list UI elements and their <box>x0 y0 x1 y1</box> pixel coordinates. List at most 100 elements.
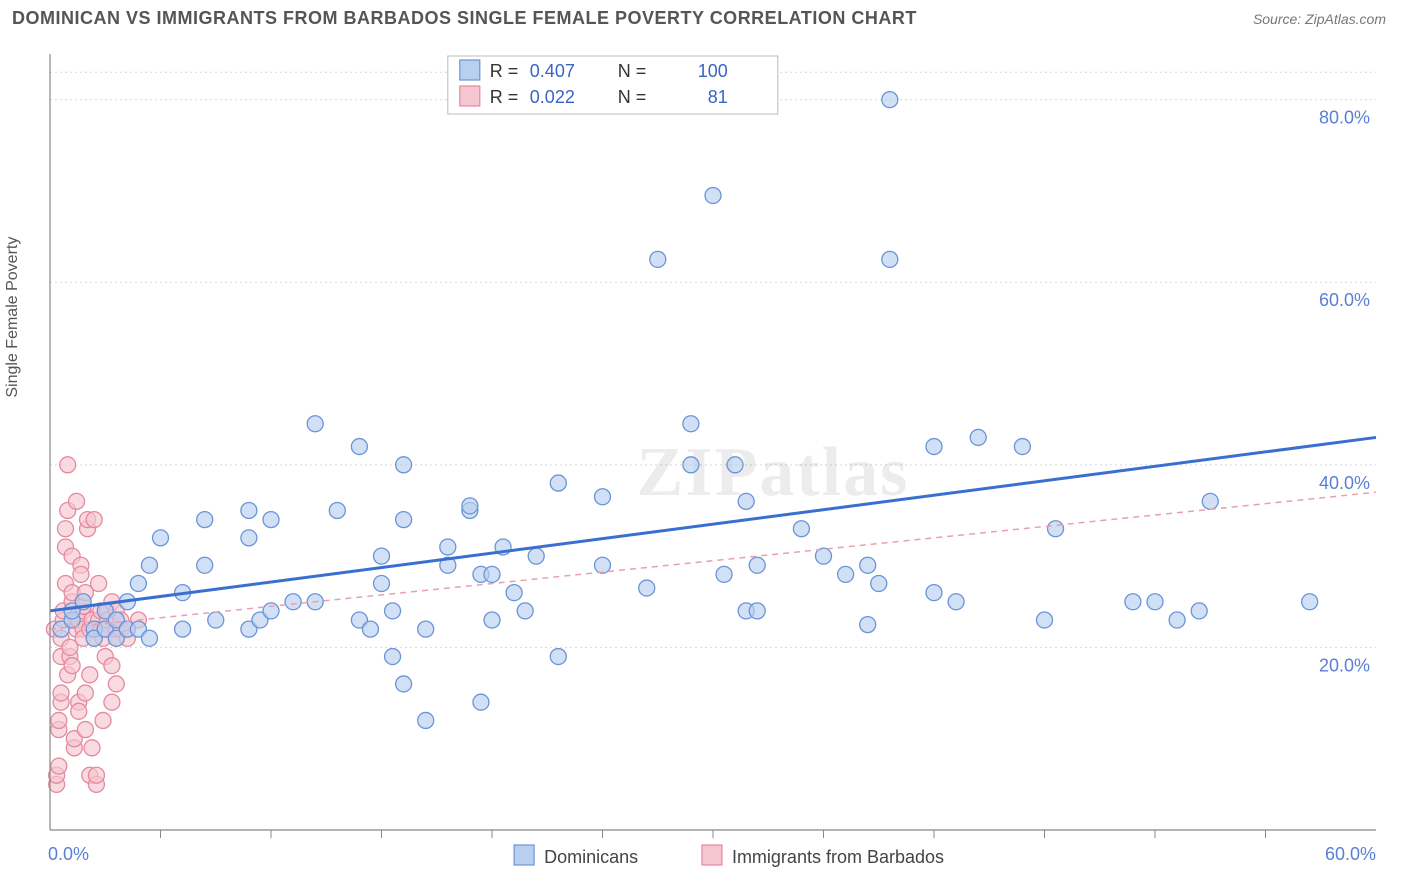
legend-swatch <box>460 86 480 106</box>
data-point <box>51 758 67 774</box>
data-point <box>1191 603 1207 619</box>
data-point <box>77 722 93 738</box>
data-point <box>329 502 345 518</box>
data-point <box>385 603 401 619</box>
legend-series-a: Dominicans <box>544 847 638 867</box>
data-point <box>73 566 89 582</box>
data-point <box>860 557 876 573</box>
data-point <box>749 557 765 573</box>
chart-title: DOMINICAN VS IMMIGRANTS FROM BARBADOS SI… <box>12 8 917 29</box>
data-point <box>1202 493 1218 509</box>
data-point <box>374 576 390 592</box>
y-tick-label: 80.0% <box>1319 108 1370 128</box>
data-point <box>716 566 732 582</box>
legend-swatch <box>514 845 534 865</box>
data-point <box>1048 521 1064 537</box>
data-point <box>970 429 986 445</box>
data-point <box>860 617 876 633</box>
legend-r-value[interactable]: 0.407 <box>530 61 575 81</box>
data-point <box>650 251 666 267</box>
data-point <box>882 251 898 267</box>
scatter-chart: 20.0%40.0%60.0%80.0%ZIPatlas0.0%60.0%R =… <box>12 42 1394 882</box>
data-point <box>53 685 69 701</box>
data-point <box>506 585 522 601</box>
data-point <box>948 594 964 610</box>
data-point <box>882 92 898 108</box>
legend-swatch <box>460 60 480 80</box>
data-point <box>738 493 754 509</box>
header: DOMINICAN VS IMMIGRANTS FROM BARBADOS SI… <box>0 0 1406 33</box>
data-point <box>1125 594 1141 610</box>
data-point <box>440 539 456 555</box>
data-point <box>793 521 809 537</box>
data-point <box>60 457 76 473</box>
data-point <box>683 416 699 432</box>
data-point <box>197 557 213 573</box>
x-tick-label-left: 0.0% <box>48 844 89 864</box>
data-point <box>1169 612 1185 628</box>
data-point <box>130 576 146 592</box>
data-point <box>104 694 120 710</box>
data-point <box>838 566 854 582</box>
data-point <box>1147 594 1163 610</box>
legend-n-value[interactable]: 81 <box>708 87 728 107</box>
data-point <box>95 712 111 728</box>
y-tick-label: 20.0% <box>1319 655 1370 675</box>
data-point <box>1302 594 1318 610</box>
data-point <box>1014 439 1030 455</box>
data-point <box>141 557 157 573</box>
data-point <box>77 685 93 701</box>
legend-swatch <box>702 845 722 865</box>
legend-n-value[interactable]: 100 <box>698 61 728 81</box>
chart-container: Single Female Poverty 20.0%40.0%60.0%80.… <box>12 42 1394 882</box>
x-tick-label-right: 60.0% <box>1325 844 1376 864</box>
data-point <box>307 416 323 432</box>
data-point <box>727 457 743 473</box>
data-point <box>57 521 73 537</box>
data-point <box>683 457 699 473</box>
data-point <box>285 594 301 610</box>
data-point <box>462 498 478 514</box>
data-point <box>51 712 67 728</box>
data-point <box>396 512 412 528</box>
data-point <box>241 530 257 546</box>
watermark: ZIPatlas <box>637 434 910 511</box>
data-point <box>104 658 120 674</box>
data-point <box>108 676 124 692</box>
data-point <box>84 740 100 756</box>
data-point <box>926 439 942 455</box>
data-point <box>396 676 412 692</box>
legend-r-value[interactable]: 0.022 <box>530 87 575 107</box>
data-point <box>64 658 80 674</box>
data-point <box>639 580 655 596</box>
data-point <box>362 621 378 637</box>
data-point <box>1037 612 1053 628</box>
data-point <box>396 457 412 473</box>
data-point <box>418 621 434 637</box>
data-point <box>374 548 390 564</box>
data-point <box>528 548 544 564</box>
data-point <box>418 712 434 728</box>
data-point <box>517 603 533 619</box>
y-tick-label: 40.0% <box>1319 473 1370 493</box>
data-point <box>550 475 566 491</box>
data-point <box>82 667 98 683</box>
data-point <box>175 621 191 637</box>
y-axis-label: Single Female Poverty <box>4 237 22 398</box>
data-point <box>263 512 279 528</box>
source-attribution: Source: ZipAtlas.com <box>1253 11 1386 27</box>
data-point <box>241 502 257 518</box>
data-point <box>385 649 401 665</box>
data-point <box>69 493 85 509</box>
legend-r-label: R = <box>490 87 519 107</box>
data-point <box>595 489 611 505</box>
data-point <box>473 694 489 710</box>
data-point <box>208 612 224 628</box>
legend-n-label: N = <box>618 87 647 107</box>
legend-n-label: N = <box>618 61 647 81</box>
data-point <box>88 767 104 783</box>
data-point <box>484 612 500 628</box>
data-point <box>263 603 279 619</box>
data-point <box>91 576 107 592</box>
legend-series-b: Immigrants from Barbados <box>732 847 944 867</box>
